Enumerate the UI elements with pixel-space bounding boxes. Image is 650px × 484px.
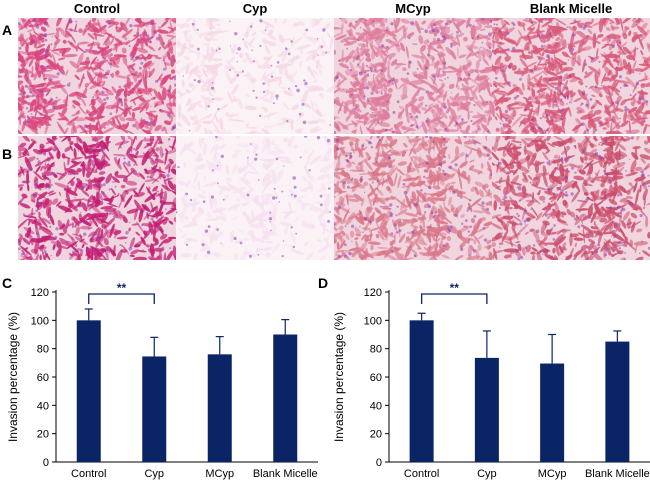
significance-label-c: ** [117,282,127,295]
panel-label-a: A [2,22,13,38]
micrograph-a-cyp [176,18,334,134]
bar-d-blank-micelle [605,341,630,462]
micrograph-a-blank-micelle [492,18,650,134]
y-tick-label-c-80: 80 [37,344,49,356]
significance-label-d: ** [450,282,460,295]
y-tick-label-d-0: 0 [376,457,382,469]
bar-c-blank-micelle [273,334,298,462]
y-tick-label-c-120: 120 [31,287,49,299]
micrograph-a-control [18,18,176,134]
category-label-d-control: Control [404,468,439,480]
y-axis-label-d: Invasion percentage (%) [332,312,346,442]
column-header-control: Control [73,1,121,16]
column-header-blank-micelle: Blank Micelle [529,1,613,16]
significance-bracket-c [88,293,155,304]
panel-label-d: D [318,275,329,291]
bar-chart-c: Invasion percentage (%) 0 20 40 60 80 100 120 Co… [6,282,318,480]
category-label-d-cyp: Cyp [477,468,497,480]
y-tick-label-d-40: 40 [370,400,382,412]
bar-c-mcyp [207,354,232,462]
bar-d-mcyp [540,363,565,462]
bar-chart-d: Invasion percentage (%) 0 20 40 60 80 100 120 Co… [332,282,650,480]
bar-c-control [76,320,101,462]
y-tick-label-c-20: 20 [37,429,49,441]
micrograph-b-cyp [176,136,334,260]
y-tick-label-d-80: 80 [370,344,382,356]
y-tick-label-c-100: 100 [31,315,49,327]
column-header-cyp: Cyp [242,1,268,16]
column-header-mcyp: MCyp [395,1,431,16]
micrograph-b-control [18,136,176,260]
y-tick-label-c-40: 40 [37,400,49,412]
bar-d-cyp [474,357,499,462]
bar-d-control [409,320,434,462]
bar-c-cyp [142,356,167,462]
y-tick-label-d-60: 60 [370,372,382,384]
significance-bracket-d [420,293,488,304]
category-label-c-control: Control [71,468,106,480]
y-tick-label-c-60: 60 [37,372,49,384]
y-axis-label-c: Invasion percentage (%) [6,312,20,442]
y-tick-label-d-20: 20 [370,429,382,441]
micrograph-a-mcyp [334,18,492,134]
micrograph-b-mcyp [334,136,492,260]
y-tick-label-d-120: 120 [364,287,382,299]
category-label-d-mcyp: MCyp [538,468,567,480]
panel-label-c: C [2,275,13,291]
category-label-d-blank-micelle: Blank Micelle [585,468,650,480]
micrograph-b-blank-micelle [492,136,650,260]
category-label-c-blank-micelle: Blank Micelle [253,468,318,480]
category-label-c-mcyp: MCyp [205,468,234,480]
panel-label-b: B [2,146,13,162]
category-label-c-cyp: Cyp [144,468,164,480]
y-tick-label-d-100: 100 [364,315,382,327]
y-tick-label-c-0: 0 [43,457,49,469]
